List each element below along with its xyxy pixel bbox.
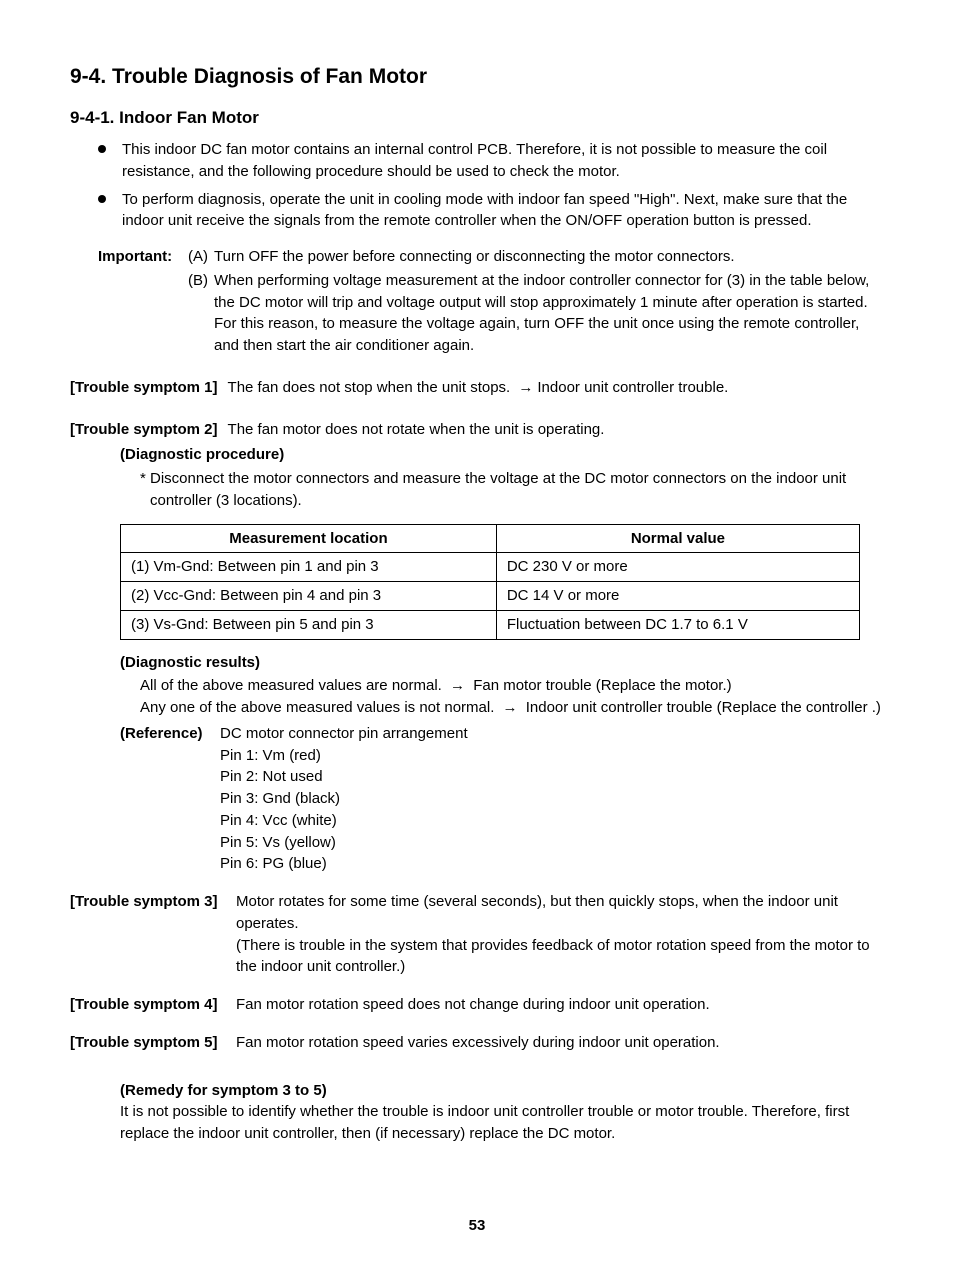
symptom-1-line: [Trouble symptom 1] The fan does not sto… bbox=[70, 377, 884, 399]
diagnostic-procedure-note: * Disconnect the motor connectors and me… bbox=[140, 468, 884, 512]
reference-line-3: Pin 3: Gnd (black) bbox=[220, 788, 884, 810]
symptom-2-label: [Trouble symptom 2] bbox=[70, 419, 218, 441]
symptom-2-text: The fan motor does not rotate when the u… bbox=[228, 419, 884, 441]
symptom-4-label: [Trouble symptom 4] bbox=[70, 994, 226, 1016]
symptom-3-body: Motor rotates for some time (several sec… bbox=[236, 891, 884, 978]
table-cell-value-3: Fluctuation between DC 1.7 to 6.1 V bbox=[496, 610, 859, 639]
section-title: 9-4. Trouble Diagnosis of Fan Motor bbox=[70, 62, 884, 92]
result-abnormal-b: Indoor unit controller trouble (Replace … bbox=[526, 699, 881, 716]
arrow-icon: → bbox=[518, 377, 533, 399]
page-number: 53 bbox=[70, 1215, 884, 1237]
remedy-text: It is not possible to identify whether t… bbox=[120, 1101, 884, 1145]
important-letter-a: (A) bbox=[188, 246, 214, 268]
reference-body: DC motor connector pin arrangement Pin 1… bbox=[220, 723, 884, 875]
remedy-block: (Remedy for symptom 3 to 5) It is not po… bbox=[120, 1080, 884, 1145]
reference-label: (Reference) bbox=[120, 723, 220, 875]
table-row: (2) Vcc-Gnd: Between pin 4 and pin 3 DC … bbox=[121, 582, 860, 611]
result-abnormal-a: Any one of the above measured values is … bbox=[140, 699, 494, 716]
important-item-b: (B) When performing voltage measurement … bbox=[188, 270, 884, 357]
diagnostic-procedure-block: (Diagnostic procedure) bbox=[120, 444, 884, 466]
result-normal-line: All of the above measured values are nor… bbox=[140, 675, 884, 697]
diagnostic-results-heading: (Diagnostic results) bbox=[120, 652, 884, 674]
result-abnormal-line: Any one of the above measured values is … bbox=[140, 697, 884, 719]
diagnostic-results-block: (Diagnostic results) bbox=[120, 652, 884, 674]
symptom-1-text-b: Indoor unit controller trouble. bbox=[537, 379, 728, 396]
symptom-2-line: [Trouble symptom 2] The fan motor does n… bbox=[70, 419, 884, 441]
symptom-4-text: Fan motor rotation speed does not change… bbox=[236, 994, 884, 1016]
reference-line-2: Pin 2: Not used bbox=[220, 766, 884, 788]
diagnostic-procedure-heading: (Diagnostic procedure) bbox=[120, 444, 884, 466]
subsection-title: 9-4-1. Indoor Fan Motor bbox=[70, 106, 884, 131]
intro-bullet-1: This indoor DC fan motor contains an int… bbox=[98, 139, 884, 183]
table-cell-value-1: DC 230 V or more bbox=[496, 553, 859, 582]
symptom-5-text: Fan motor rotation speed varies excessiv… bbox=[236, 1032, 884, 1054]
symptom-3-line1: Motor rotates for some time (several sec… bbox=[236, 891, 884, 935]
symptom-1-text-a: The fan does not stop when the unit stop… bbox=[228, 379, 511, 396]
arrow-icon: → bbox=[503, 697, 518, 719]
important-item-a: (A) Turn OFF the power before connecting… bbox=[188, 246, 884, 268]
table-cell-location-1: (1) Vm-Gnd: Between pin 1 and pin 3 bbox=[121, 553, 497, 582]
table-header-location: Measurement location bbox=[121, 524, 497, 553]
table-row: (1) Vm-Gnd: Between pin 1 and pin 3 DC 2… bbox=[121, 553, 860, 582]
reference-line-6: Pin 6: PG (blue) bbox=[220, 853, 884, 875]
remedy-heading: (Remedy for symptom 3 to 5) bbox=[120, 1080, 884, 1102]
symptom-5-block: [Trouble symptom 5] Fan motor rotation s… bbox=[70, 1032, 884, 1054]
symptom-3-line2: (There is trouble in the system that pro… bbox=[236, 935, 884, 979]
result-normal-b: Fan motor trouble (Replace the motor.) bbox=[473, 677, 731, 694]
symptom-1-label: [Trouble symptom 1] bbox=[70, 377, 218, 399]
reference-line-5: Pin 5: Vs (yellow) bbox=[220, 832, 884, 854]
arrow-icon: → bbox=[450, 675, 465, 697]
table-header-row: Measurement location Normal value bbox=[121, 524, 860, 553]
table-cell-value-2: DC 14 V or more bbox=[496, 582, 859, 611]
important-letter-b: (B) bbox=[188, 270, 214, 357]
important-block: Important: (A) Turn OFF the power before… bbox=[98, 246, 884, 359]
symptom-4-block: [Trouble symptom 4] Fan motor rotation s… bbox=[70, 994, 884, 1016]
reference-line-0: DC motor connector pin arrangement bbox=[220, 723, 884, 745]
intro-bullet-2: To perform diagnosis, operate the unit i… bbox=[98, 189, 884, 233]
reference-line-1: Pin 1: Vm (red) bbox=[220, 745, 884, 767]
symptom-3-block: [Trouble symptom 3] Motor rotates for so… bbox=[70, 891, 884, 978]
measurement-table: Measurement location Normal value (1) Vm… bbox=[120, 524, 860, 640]
table-cell-location-3: (3) Vs-Gnd: Between pin 5 and pin 3 bbox=[121, 610, 497, 639]
intro-bullet-list: This indoor DC fan motor contains an int… bbox=[98, 139, 884, 232]
important-text-a: Turn OFF the power before connecting or … bbox=[214, 246, 884, 268]
reference-line-4: Pin 4: Vcc (white) bbox=[220, 810, 884, 832]
result-normal-a: All of the above measured values are nor… bbox=[140, 677, 442, 694]
symptom-5-label: [Trouble symptom 5] bbox=[70, 1032, 226, 1054]
important-text-b: When performing voltage measurement at t… bbox=[214, 270, 884, 357]
symptom-1-text: The fan does not stop when the unit stop… bbox=[228, 377, 884, 399]
table-cell-location-2: (2) Vcc-Gnd: Between pin 4 and pin 3 bbox=[121, 582, 497, 611]
symptom-3-label: [Trouble symptom 3] bbox=[70, 891, 226, 978]
reference-block: (Reference) DC motor connector pin arran… bbox=[120, 723, 884, 875]
important-label: Important: bbox=[98, 246, 188, 359]
table-header-value: Normal value bbox=[496, 524, 859, 553]
table-row: (3) Vs-Gnd: Between pin 5 and pin 3 Fluc… bbox=[121, 610, 860, 639]
